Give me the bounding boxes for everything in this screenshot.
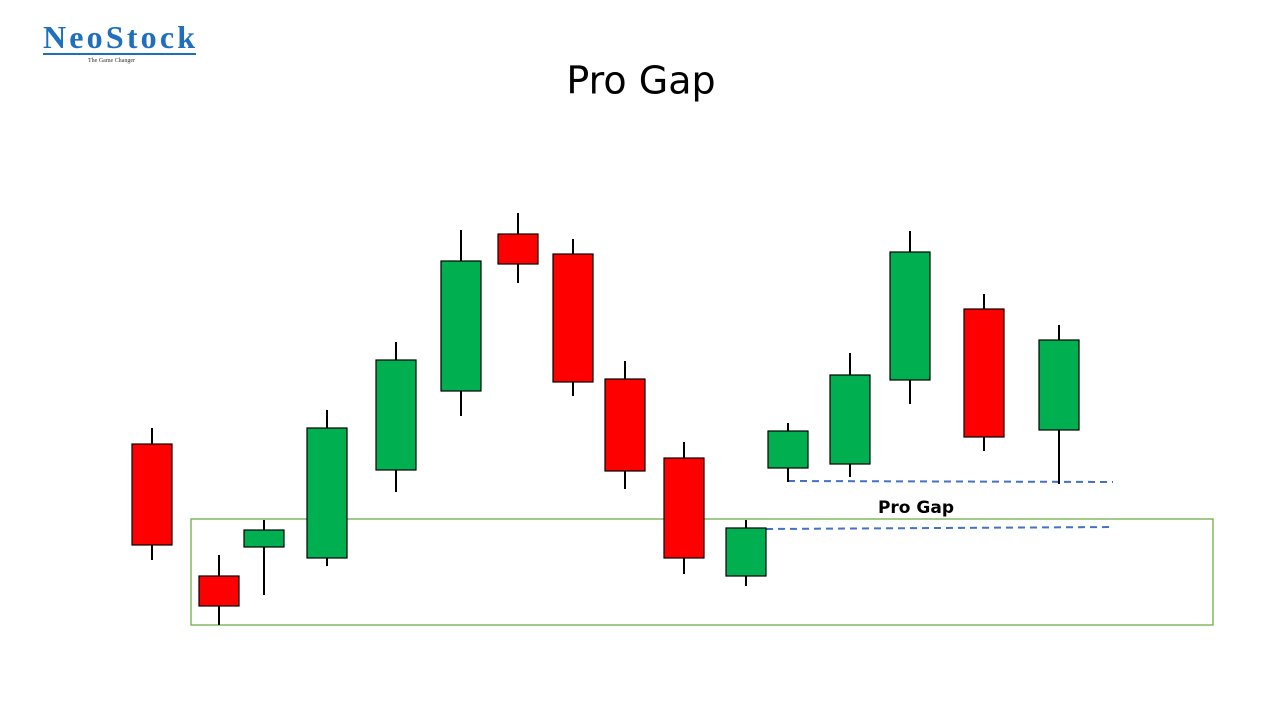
gap-label: Pro Gap [878, 498, 954, 518]
candles [131, 213, 1080, 625]
gap-line-top [787, 480, 1114, 483]
candle [725, 527, 767, 577]
candle [829, 374, 871, 465]
title: Pro Gap [566, 59, 715, 103]
candle [306, 427, 348, 559]
gap-line-bottom [765, 526, 1114, 530]
candle [663, 457, 705, 559]
candle [889, 251, 931, 381]
candle [131, 443, 173, 546]
candle [497, 233, 539, 265]
candle [243, 529, 285, 548]
candle [198, 575, 240, 607]
candle [963, 308, 1005, 438]
candle [604, 378, 646, 472]
candle [1038, 339, 1080, 431]
logo-tagline: The Game Changer [88, 58, 135, 64]
candle [375, 359, 417, 471]
candle [552, 253, 594, 383]
candle [767, 430, 809, 469]
logo-text: NeoStock [43, 19, 195, 55]
logo: NeoStock The Game Changer [43, 19, 196, 64]
candle [440, 260, 482, 392]
